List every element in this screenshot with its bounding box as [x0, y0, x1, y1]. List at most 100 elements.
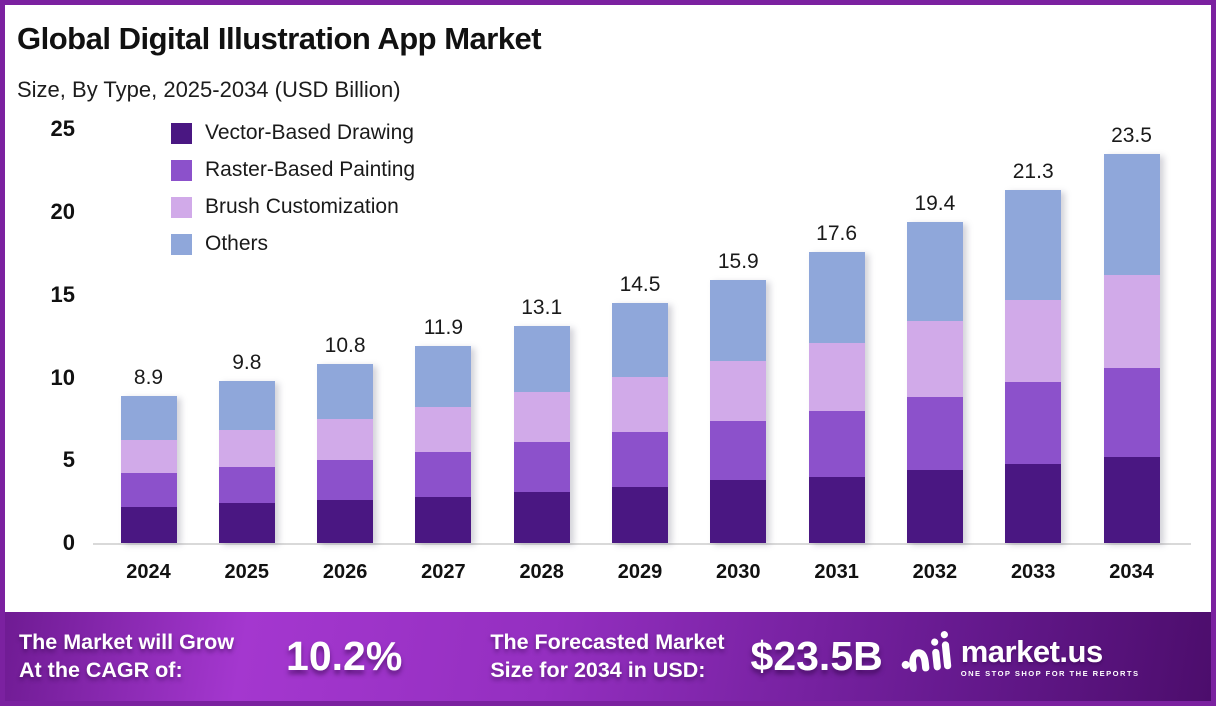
- bar-2030: [710, 279, 767, 543]
- bar-total-label: 13.1: [521, 296, 563, 320]
- bar-segment: [710, 360, 767, 421]
- legend-label: Vector-Based Drawing: [205, 121, 414, 144]
- bar-segment: [1103, 367, 1160, 457]
- x-axis-category-label: 2026: [322, 561, 368, 583]
- bar-segment: [218, 380, 275, 431]
- page-title: Global Digital Illustration App Market: [17, 21, 542, 56]
- bar-segment: [317, 499, 374, 543]
- cagr-label-line2: At the CAGR of:: [19, 657, 183, 682]
- bar-segment: [1005, 463, 1062, 543]
- y-axis-tick-label: 5: [62, 447, 75, 473]
- x-axis-category-label: 2025: [224, 561, 270, 583]
- bar-total-label: 21.3: [1012, 160, 1054, 184]
- legend-item: Others: [171, 232, 415, 256]
- x-axis-category-label: 2027: [421, 561, 466, 583]
- bar-segment: [317, 364, 374, 419]
- bar-segment: [906, 470, 963, 543]
- brand-name: market.us: [960, 633, 1103, 669]
- x-axis-category-label: 2029: [617, 561, 663, 583]
- bar-segment: [710, 480, 767, 543]
- bar-2032: [906, 221, 963, 543]
- legend-label: Raster-Based Painting: [205, 158, 416, 181]
- x-axis-category-label: 2030: [716, 561, 761, 583]
- bar-2025: [218, 380, 275, 543]
- y-axis-tick-label: 25: [50, 116, 75, 142]
- bar-total-label: 8.9: [133, 365, 164, 389]
- y-axis-tick-label: 0: [62, 530, 75, 555]
- bar-2024: [120, 395, 177, 543]
- footer-banner: The Market will Grow At the CAGR of: 10.…: [5, 612, 1211, 701]
- bar-2033: [1005, 190, 1062, 543]
- bar-segment: [808, 476, 865, 543]
- y-axis-tick-label: 10: [50, 364, 75, 390]
- bar-segment: [808, 410, 865, 477]
- bar-segment: [612, 303, 668, 378]
- bar-segment: [120, 440, 177, 474]
- bar-segment: [1005, 190, 1062, 300]
- bar-segment: [415, 496, 472, 543]
- chart-legend: Vector-Based Drawing Raster-Based Paintin…: [171, 121, 415, 256]
- bar-segment: [1005, 382, 1062, 464]
- page-subtitle: Size, By Type, 2025-2034 (USD Billion): [17, 77, 401, 102]
- bar-segment: [120, 473, 177, 507]
- bar-total-label: 14.5: [619, 273, 661, 297]
- legend-item: Raster-Based Painting: [171, 158, 415, 182]
- bar-segment: [808, 251, 865, 343]
- forecast-value: $23.5B: [750, 633, 883, 679]
- legend-swatch: [171, 196, 192, 218]
- cagr-value: 10.2%: [286, 633, 403, 679]
- bar-segment: [1103, 274, 1160, 368]
- bar-total-label: 15.9: [717, 249, 759, 273]
- bar-segment: [612, 432, 668, 487]
- bar-2029: [612, 303, 668, 543]
- y-axis-tick-label: 20: [50, 199, 75, 224]
- bar-segment: [513, 491, 570, 543]
- x-axis-category-label: 2028: [519, 561, 564, 583]
- bar-segment: [317, 418, 374, 461]
- bar-total-label: 10.8: [324, 334, 366, 358]
- bar-total-label: 23.5: [1111, 124, 1152, 148]
- brand-lockup: market.us ONE STOP SHOP FOR THE REPORTS: [899, 628, 1140, 686]
- bar-segment: [612, 377, 668, 433]
- x-axis-category-label: 2031: [814, 561, 859, 583]
- legend-swatch: [171, 159, 192, 181]
- bar-segment: [612, 486, 668, 543]
- forecast-label: The Forecasted Market Size for 2034 in U…: [490, 629, 724, 685]
- x-axis-category-label: 2024: [126, 561, 171, 583]
- bar-total-label: 19.4: [914, 191, 956, 215]
- bar-2031: [808, 251, 865, 543]
- brand-text: market.us ONE STOP SHOP FOR THE REPORTS: [961, 636, 1140, 678]
- legend-item: Brush Customization: [171, 195, 415, 219]
- bar-2028: [513, 326, 570, 543]
- brand-tagline: ONE STOP SHOP FOR THE REPORTS: [960, 668, 1140, 678]
- bar-segment: [415, 407, 472, 452]
- bar-2034: [1103, 154, 1160, 543]
- cagr-label-line1: The Market will Grow: [19, 629, 235, 654]
- bar-segment: [317, 460, 374, 500]
- market-us-logo-icon: [901, 630, 951, 672]
- x-axis-category-label: 2034: [1109, 561, 1154, 583]
- forecast-label-line1: The Forecasted Market: [490, 629, 725, 654]
- bar-segment: [120, 506, 177, 543]
- bar-2027: [415, 346, 472, 543]
- stacked-bar-chart: 0 5 10 15 20 25 8.9 2024 9.8 2025 10.8 2026 11.9 2027…: [5, 5, 1211, 701]
- bar-2026: [317, 364, 374, 543]
- x-axis-line: [93, 543, 1191, 545]
- bar-segment: [1103, 456, 1160, 543]
- x-axis-category-label: 2032: [912, 561, 958, 583]
- bar-segment: [906, 397, 963, 471]
- forecast-label-line2: Size for 2034 in USD:: [490, 657, 706, 682]
- bar-segment: [710, 420, 767, 481]
- y-axis-tick-label: 15: [50, 281, 75, 307]
- bar-total-label: 17.6: [816, 221, 858, 245]
- cagr-label: The Market will Grow At the CAGR of:: [19, 629, 234, 685]
- bar-segment: [906, 321, 963, 398]
- bar-segment: [906, 221, 963, 322]
- bar-segment: [1005, 299, 1062, 383]
- bar-segment: [710, 279, 767, 361]
- bar-segment: [513, 392, 570, 443]
- bar-total-label: 9.8: [232, 350, 262, 374]
- bar-segment: [218, 503, 275, 543]
- x-axis-category-label: 2033: [1010, 561, 1056, 583]
